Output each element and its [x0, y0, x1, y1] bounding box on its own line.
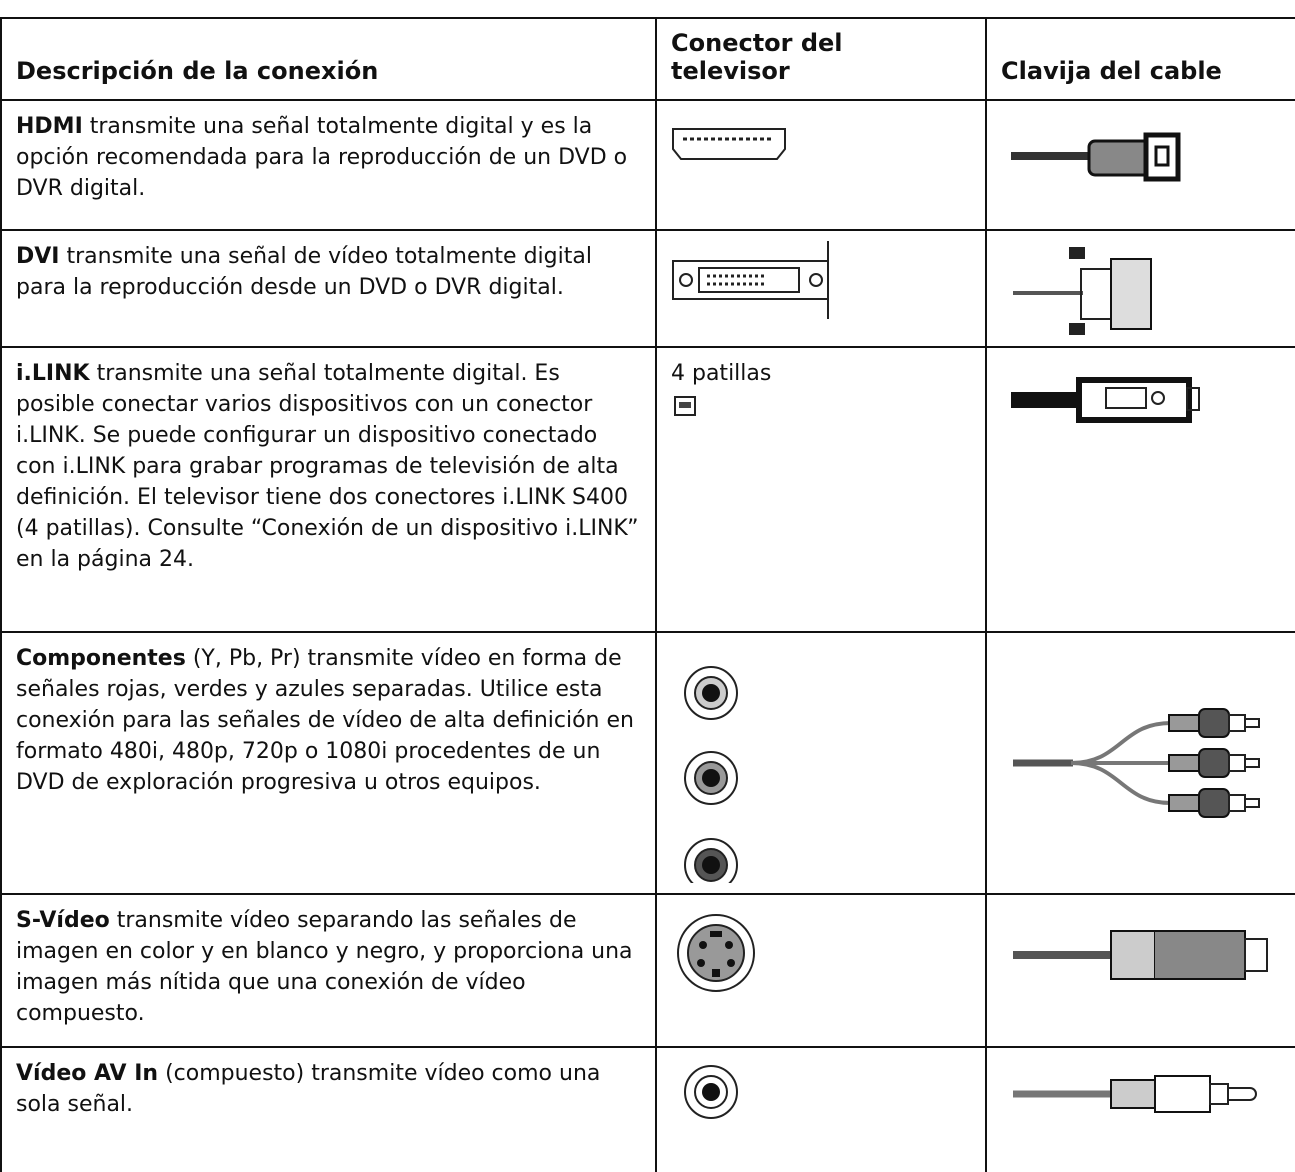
- video-cable: [1013, 1075, 1257, 1113]
- term: Componentes: [16, 646, 186, 671]
- connector: [655, 99, 987, 231]
- row: DVI transmite una señal de vídeo totalme…: [0, 229, 1295, 348]
- description: i.LINK transmite una señal totalmente di…: [0, 346, 657, 633]
- cable: [985, 1046, 1295, 1172]
- connector: [655, 631, 987, 895]
- text: (compuesto) transmite vídeo como una sol…: [16, 1061, 601, 1117]
- dvi-cable: [1013, 247, 1152, 335]
- hdmi-port: [672, 128, 786, 160]
- row: i.LINK transmite una señal totalmente di…: [0, 346, 1295, 633]
- component-ports: [684, 666, 738, 883]
- description: Componentes (Y, Pb, Pr) transmite vídeo …: [0, 631, 657, 895]
- row: S-Vídeo transmite vídeo separando las se…: [0, 893, 1295, 1048]
- svideo-cable: [1013, 930, 1268, 980]
- text: transmite una señal totalmente digital y…: [16, 114, 628, 201]
- svideo-port: [677, 914, 755, 992]
- description: S-Vídeo transmite vídeo separando las se…: [0, 893, 657, 1048]
- cable: [985, 229, 1295, 348]
- term: DVI: [16, 244, 60, 269]
- row: Componentes (Y, Pb, Pr) transmite vídeo …: [0, 631, 1295, 895]
- term: HDMI: [16, 114, 83, 139]
- ilink-cable: [1011, 377, 1200, 423]
- connector: [655, 1046, 987, 1172]
- connection-table: Descripción de la conexión Conector del …: [0, 17, 1295, 1172]
- header-cell: Clavija del cable: [985, 17, 1295, 101]
- text: transmite una señal de vídeo totalmente …: [16, 244, 592, 300]
- text: (Y, Pb, Pr) transmite vídeo en forma de …: [16, 646, 634, 795]
- cable: [985, 99, 1295, 231]
- text: transmite vídeo separando las señales de…: [16, 908, 633, 1026]
- header-cell: Conector del televisor: [655, 17, 987, 101]
- term: i.LINK: [16, 361, 90, 386]
- video-port: [684, 1065, 738, 1119]
- header-row: Descripción de la conexión Conector del …: [0, 17, 1295, 101]
- cable: [985, 893, 1295, 1048]
- connector-label: 4 patillas: [671, 361, 772, 386]
- connector: 4 patillas: [655, 346, 987, 633]
- description: DVI transmite una señal de vídeo totalme…: [0, 229, 657, 348]
- hdmi-cable: [1011, 132, 1181, 182]
- component-cable: [1013, 708, 1260, 818]
- description: HDMI transmite una señal totalmente digi…: [0, 99, 657, 231]
- ilink-port: [674, 396, 696, 416]
- connector: [655, 229, 987, 348]
- row: HDMI transmite una señal totalmente digi…: [0, 99, 1295, 231]
- cable: [985, 631, 1295, 895]
- header-cell: Descripción de la conexión: [0, 17, 657, 101]
- term: Vídeo AV In: [16, 1061, 159, 1086]
- connector: [655, 893, 987, 1048]
- term: S-Vídeo: [16, 908, 110, 933]
- description: Vídeo AV In (compuesto) transmite vídeo …: [0, 1046, 657, 1172]
- row: Vídeo AV In (compuesto) transmite vídeo …: [0, 1046, 1295, 1172]
- cable: [985, 346, 1295, 633]
- text: transmite una señal totalmente digital. …: [16, 361, 639, 572]
- dvi-port: [672, 241, 829, 319]
